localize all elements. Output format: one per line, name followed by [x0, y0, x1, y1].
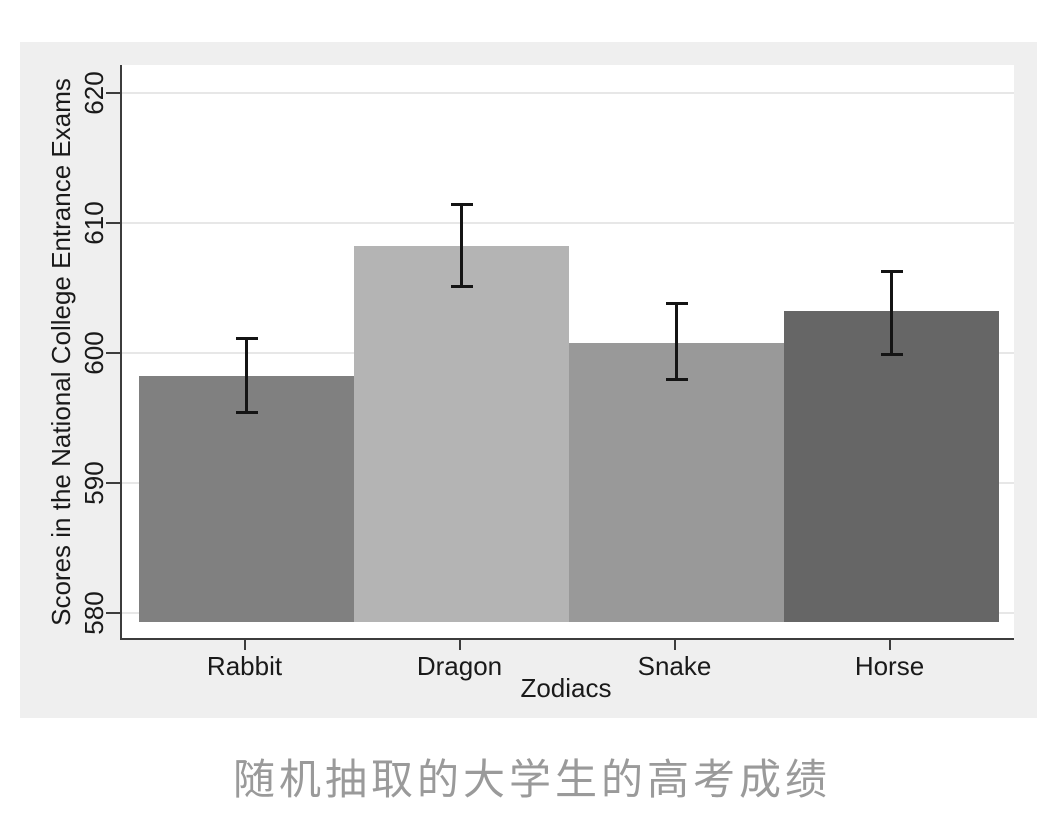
plot-area: [120, 65, 1014, 640]
y-axis-tick: [106, 612, 120, 614]
x-category-label: Dragon: [416, 651, 503, 681]
y-axis-tick: [106, 482, 120, 484]
bar-horse: [784, 311, 999, 622]
y-tick-label: 610: [79, 201, 109, 245]
error-bar-cap-top-rabbit: [235, 337, 258, 341]
error-bar-line-snake: [675, 303, 678, 379]
x-category-label: Snake: [637, 651, 712, 681]
y-axis-tick: [106, 352, 120, 354]
x-axis-tick: [888, 640, 891, 650]
y-axis-tick: [106, 222, 120, 224]
grid-line: [122, 222, 1014, 224]
x-axis-tick: [243, 640, 246, 650]
y-tick-label: 600: [79, 331, 109, 375]
error-bar-line-horse: [890, 271, 893, 355]
x-axis-title: Zodiacs: [520, 673, 612, 703]
error-bar-cap-bottom-rabbit: [235, 411, 258, 415]
y-tick-label: 590: [79, 461, 109, 505]
x-category-label: Horse: [854, 651, 925, 681]
bar-rabbit: [139, 376, 354, 622]
y-tick-label: 620: [79, 71, 109, 115]
bar-snake: [569, 342, 784, 622]
chart-panel: Scores in the National College Entrance …: [20, 42, 1037, 718]
error-bar-cap-bottom-horse: [880, 352, 903, 356]
error-bar-cap-bottom-dragon: [450, 285, 473, 289]
figure-caption: 随机抽取的大学生的高考成绩: [232, 756, 831, 803]
x-axis-tick: [673, 640, 676, 650]
bar-dragon: [354, 246, 569, 622]
y-axis-title: Scores in the National College Entrance …: [46, 78, 76, 626]
error-bar-cap-top-horse: [880, 269, 903, 273]
grid-line: [122, 92, 1014, 94]
error-bar-line-dragon: [460, 204, 463, 287]
x-category-label: Rabbit: [206, 651, 283, 681]
y-axis-tick: [106, 92, 120, 94]
x-axis-tick: [458, 640, 461, 650]
error-bar-line-rabbit: [245, 338, 248, 413]
y-tick-label: 580: [79, 591, 109, 635]
error-bar-cap-bottom-snake: [665, 377, 688, 381]
error-bar-cap-top-snake: [665, 302, 688, 306]
error-bar-cap-top-dragon: [450, 203, 473, 207]
